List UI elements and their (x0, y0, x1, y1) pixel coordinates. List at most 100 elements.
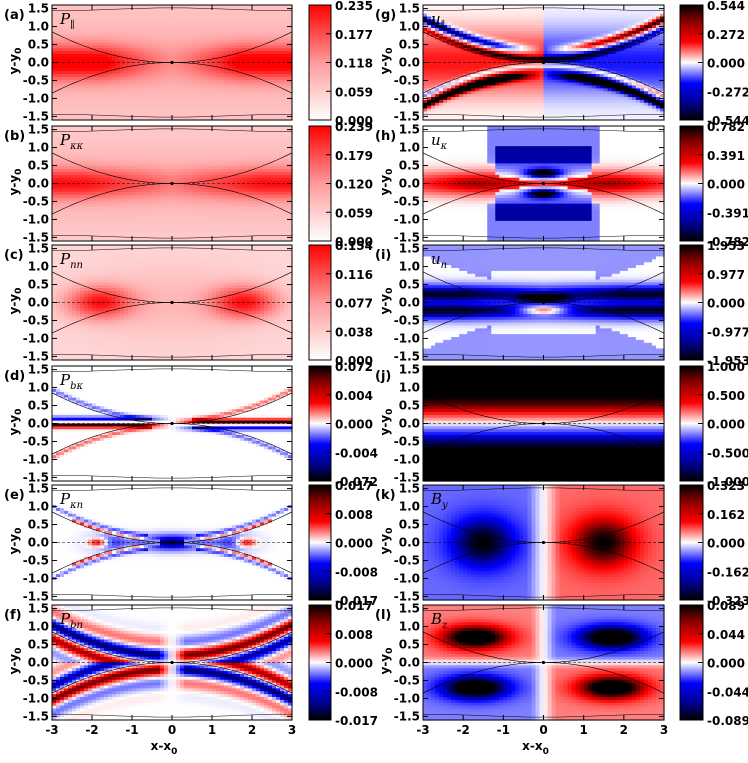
heatmap-cell (88, 39, 93, 43)
heatmap-cell (188, 65, 193, 69)
heatmap-cell (208, 102, 213, 107)
heatmap-cell (220, 97, 225, 101)
heatmap-cell (176, 56, 181, 61)
heatmap-cell (272, 16, 277, 20)
heatmap-cell (140, 36, 145, 41)
heatmap-cell (176, 33, 181, 38)
heatmap-cell (284, 25, 289, 29)
heatmap-cell (228, 62, 233, 66)
y-tick-label: 0.0 (28, 56, 49, 70)
heatmap-cell (168, 82, 173, 87)
heatmap-cell (204, 36, 209, 41)
heatmap-cell (188, 117, 193, 121)
heatmap-cell (168, 19, 173, 23)
heatmap-cell (228, 30, 233, 35)
heatmap-cell (244, 94, 249, 98)
heatmap-cell (264, 91, 269, 95)
heatmap-cell (112, 25, 117, 29)
heatmap-cell (252, 102, 257, 107)
heatmap-cell (64, 203, 69, 208)
heatmap-cell (184, 33, 189, 38)
heatmap-cell (248, 91, 253, 95)
heatmap-cell (288, 79, 293, 84)
heatmap-cell (100, 76, 105, 81)
heatmap-cell (192, 91, 197, 95)
heatmap-cell (52, 126, 57, 130)
heatmap-cell (140, 105, 145, 110)
heatmap-cell (136, 56, 141, 61)
heatmap-cell (252, 76, 257, 81)
heatmap-cell (248, 79, 253, 84)
heatmap-cell (144, 85, 149, 89)
heatmap-cell (136, 5, 141, 9)
heatmap-cell (284, 71, 289, 75)
heatmap-cell (168, 59, 173, 64)
heatmap-cell (268, 30, 273, 35)
heatmap-cell (244, 76, 249, 81)
heatmap-cell (112, 68, 117, 72)
heatmap-cell (268, 42, 273, 46)
heatmap-cell (172, 13, 177, 18)
heatmap-cell (180, 5, 185, 9)
heatmap-cell (88, 62, 93, 66)
heatmap-cell (188, 16, 193, 20)
heatmap-cell (244, 5, 249, 9)
heatmap-cell (284, 36, 289, 41)
heatmap-cell (144, 111, 149, 115)
heatmap-cell (76, 105, 81, 110)
heatmap-cell (84, 114, 89, 118)
heatmap-cell (56, 186, 61, 190)
heatmap-cell (180, 114, 185, 118)
heatmap-cell (196, 76, 201, 81)
heatmap-cell (80, 62, 85, 66)
heatmap-cell (248, 39, 253, 43)
heatmap-cell (212, 62, 217, 66)
heatmap-cell (284, 62, 289, 66)
heatmap-cell (128, 56, 133, 61)
heatmap-cell (240, 36, 245, 41)
heatmap-cell (60, 45, 65, 49)
heatmap-cell (60, 102, 65, 107)
heatmap-cell (164, 36, 169, 41)
heatmap-cell (200, 76, 205, 81)
heatmap-cell (100, 99, 105, 104)
heatmap-cell (216, 13, 221, 18)
heatmap-cell (112, 30, 117, 35)
heatmap-cell (180, 76, 185, 81)
heatmap-cell (64, 149, 69, 153)
heatmap-cell (80, 108, 85, 112)
heatmap-cell (124, 33, 129, 38)
heatmap-cell (264, 25, 269, 29)
heatmap-cell (148, 88, 153, 92)
heatmap-cell (288, 19, 293, 23)
heatmap-cell (64, 111, 69, 115)
heatmap-cell (256, 5, 261, 9)
heatmap-cell (116, 28, 121, 32)
heatmap-cell (100, 79, 105, 84)
heatmap-cell (252, 42, 257, 46)
heatmap-cell (280, 56, 285, 61)
heatmap-cell (204, 91, 209, 95)
heatmap-cell (72, 117, 77, 121)
heatmap-cell (260, 13, 265, 18)
heatmap-cell (232, 39, 237, 43)
heatmap-cell (212, 10, 217, 15)
heatmap-cell (220, 5, 225, 9)
heatmap-cell (52, 56, 57, 61)
heatmap-cell (204, 42, 209, 46)
heatmap-cell (152, 99, 157, 104)
heatmap-cell (136, 45, 141, 49)
heatmap-cell (116, 33, 121, 38)
heatmap-cell (76, 102, 81, 107)
heatmap-cell (204, 74, 209, 78)
heatmap-cell (92, 108, 97, 112)
heatmap-cell (224, 7, 229, 12)
heatmap-cell (240, 10, 245, 15)
heatmap-cell (220, 76, 225, 81)
heatmap-cell (228, 39, 233, 43)
heatmap-cell (60, 226, 65, 231)
heatmap-cell (176, 28, 181, 32)
heatmap-cell (60, 209, 65, 213)
heatmap-cell (252, 13, 257, 18)
heatmap-cell (272, 62, 277, 66)
